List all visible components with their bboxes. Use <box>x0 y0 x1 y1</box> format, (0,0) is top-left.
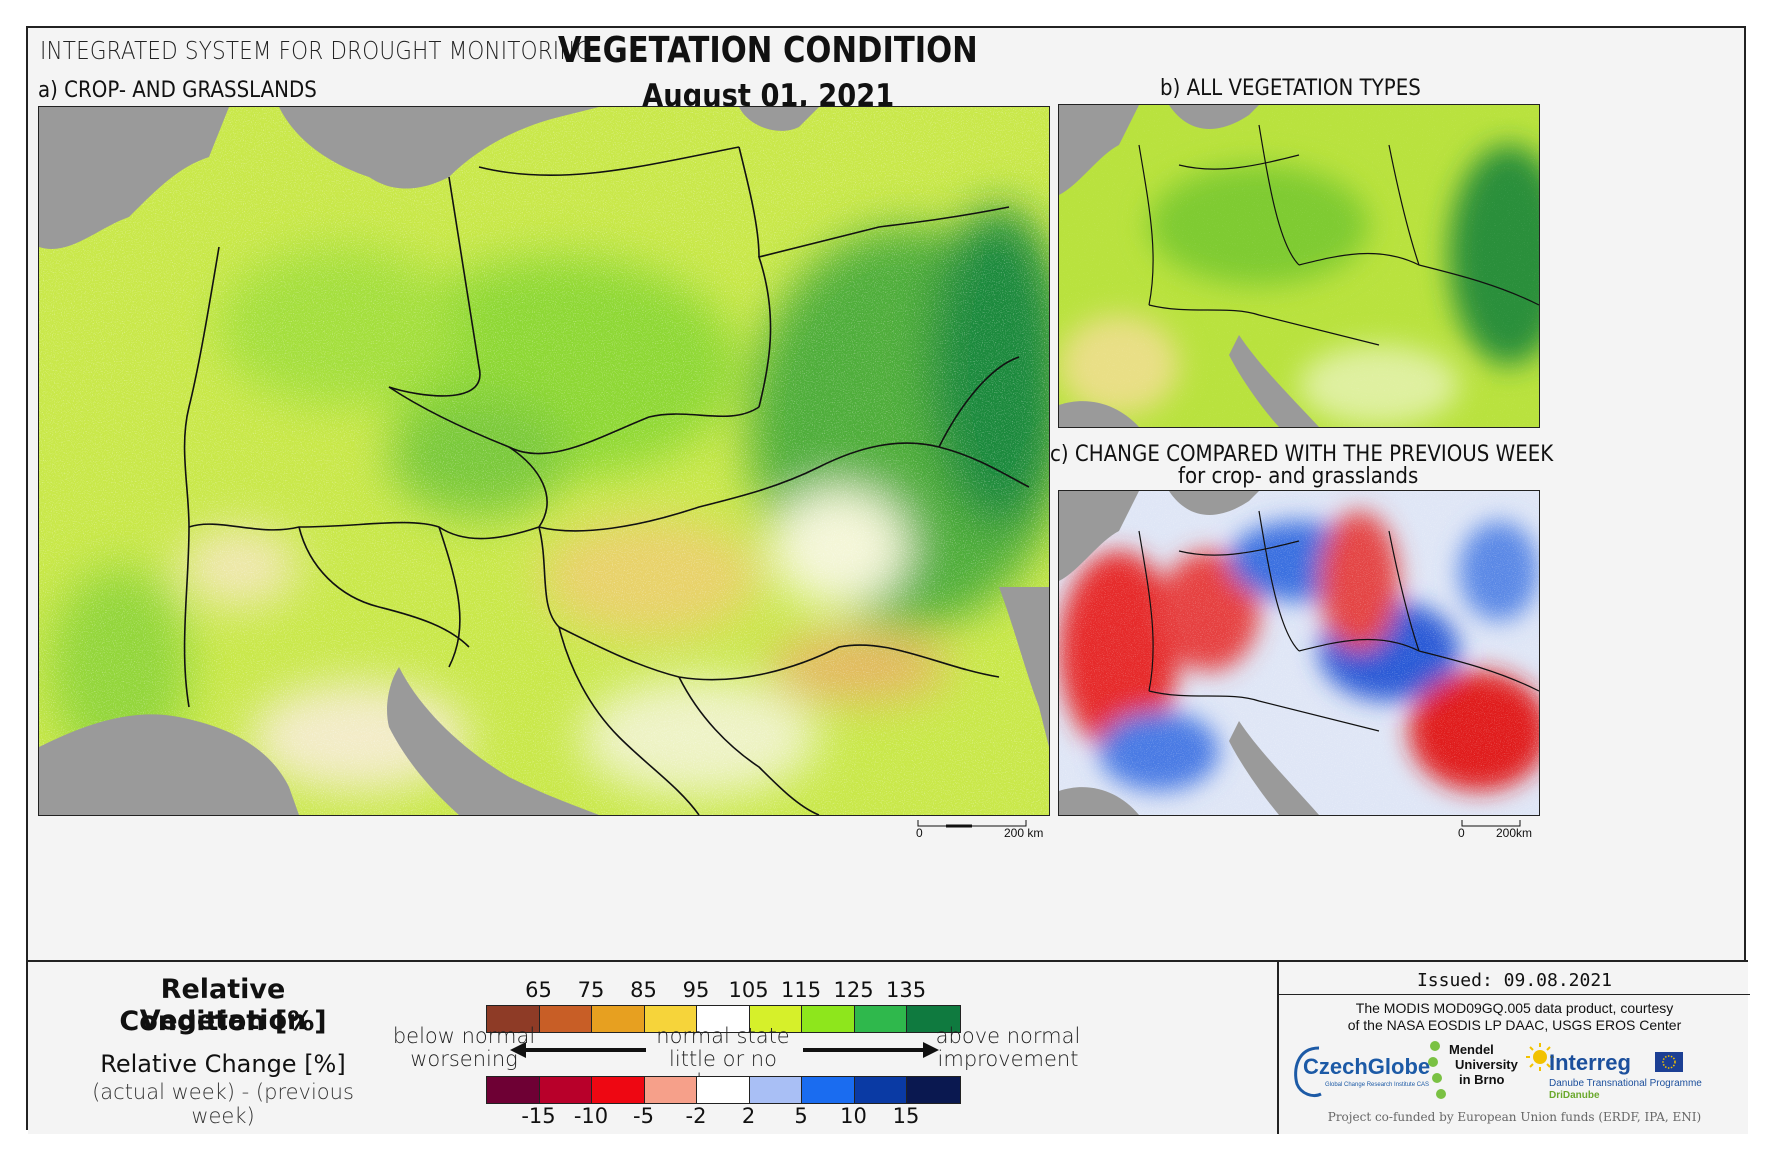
rvc-swatch <box>802 1006 855 1032</box>
map-a-svg <box>39 107 1049 815</box>
change-swatch <box>802 1077 855 1103</box>
rvc-swatch <box>487 1006 540 1032</box>
rvc-tick-label: 75 <box>577 978 605 1002</box>
change-tick-label: 15 <box>892 1104 920 1128</box>
country-borders <box>183 146 1030 815</box>
rvc-tick-label: 125 <box>833 978 874 1002</box>
mendel-line2: University <box>1455 1057 1518 1072</box>
scale-bar-c-graphic <box>1461 820 1521 827</box>
panel-c-subtitle: for crop- and grasslands <box>1178 464 1419 489</box>
below-normal-label: below normal worsening <box>392 1024 536 1071</box>
rvc-colorbar <box>486 1005 961 1033</box>
mendel-line1: Mendel <box>1449 1042 1494 1057</box>
panel-a-title: a) CROP- AND GRASSLANDS <box>38 78 317 103</box>
rvc-tick-label: 95 <box>682 978 710 1002</box>
change-tick-label: 5 <box>794 1104 808 1128</box>
change-tick-label: 10 <box>840 1104 867 1128</box>
change-swatch <box>854 1077 907 1103</box>
mendel-line3: in Brno <box>1459 1072 1505 1087</box>
rvc-title-line1: Relative Vegetation <box>139 974 307 1036</box>
right-arrow-icon <box>803 1042 939 1058</box>
scale-label-c: 200km <box>1496 826 1533 840</box>
map-weekly-change <box>1058 490 1540 816</box>
scale-bar-a-graphic <box>917 820 1027 828</box>
rvc-swatch <box>539 1006 592 1032</box>
change-swatch <box>907 1077 960 1103</box>
issued-date: Issued: 09.08.2021 <box>1416 970 1613 991</box>
change-title: Relative Change [%] <box>100 1050 346 1078</box>
figure-frame: INTEGRATED SYSTEM FOR DROUGHT MONITORING… <box>26 26 1750 1134</box>
change-swatch <box>697 1077 750 1103</box>
panel-c-title: c) CHANGE COMPARED WITH THE PREVIOUS WEE… <box>1050 442 1554 467</box>
change-tick-label: 2 <box>741 1104 756 1128</box>
scale-label-a: 200 km <box>1004 826 1044 840</box>
change-tick-label: -10 <box>573 1104 609 1128</box>
main-title: VEGETATION CONDITION <box>558 30 978 71</box>
interreg-logo-text: Interreg <box>1549 1050 1631 1075</box>
credit-line1: The MODIS MOD09GQ.005 data product, cour… <box>1355 1000 1674 1016</box>
map-b-svg <box>1059 105 1539 427</box>
above-normal-label: above normal improvement <box>935 1024 1081 1071</box>
czechglobe-logo-icon <box>1294 1046 1322 1098</box>
interreg-subtitle1: Danube Transnational Programme <box>1549 1078 1702 1089</box>
change-swatch <box>487 1077 540 1103</box>
mendel-logo-icon <box>1428 1041 1446 1099</box>
rvc-swatch <box>749 1006 802 1032</box>
czechglobe-subtitle: Global Change Research Institute CAS <box>1325 1082 1430 1088</box>
rvc-tick-label: 115 <box>781 978 822 1002</box>
change-swatch <box>592 1077 645 1103</box>
change-tick-label: -15 <box>521 1104 556 1128</box>
rvc-tick-label: 135 <box>886 978 927 1002</box>
rvc-tick-label: 85 <box>630 978 657 1002</box>
legend-area: Relative Vegetation Condition [%] Relati… <box>28 960 1750 1134</box>
czechglobe-logo-text: CzechGlobe <box>1303 1054 1431 1079</box>
change-tick-label: -2 <box>685 1104 707 1128</box>
change-swatch <box>539 1077 592 1103</box>
interreg-subtitle2: DriDanube <box>1549 1090 1600 1101</box>
map-all-vegetation <box>1058 104 1540 428</box>
change-tick-label: -5 <box>633 1104 654 1128</box>
rvc-tick-label: 65 <box>525 978 552 1002</box>
change-subtitle: (actual week) - (previous week) <box>92 1080 354 1128</box>
system-title: INTEGRATED SYSTEM FOR DROUGHT MONITORING <box>40 36 593 65</box>
speckle-noise <box>39 107 1049 815</box>
change-colorbar <box>486 1076 961 1104</box>
map-c-svg <box>1059 491 1539 815</box>
scale-zero-c: 0 <box>1458 826 1465 840</box>
black-sea <box>999 587 1049 747</box>
rvc-swatch <box>697 1006 750 1032</box>
interreg-sun-icon <box>1526 1043 1554 1071</box>
scale-zero-a: 0 <box>916 826 923 840</box>
mediterranean-sea <box>39 714 299 815</box>
adriatic-sea <box>387 667 599 815</box>
map-crop-grasslands <box>38 106 1050 816</box>
panel-b-title: b) ALL VEGETATION TYPES <box>1160 76 1421 101</box>
rvc-swatch <box>592 1006 645 1032</box>
rvc-title-line2: Condition [%] <box>119 1006 327 1037</box>
baltic-sea-east <box>739 107 819 131</box>
baltic-sea <box>279 107 599 189</box>
north-sea <box>39 107 229 250</box>
left-arrow-icon <box>510 1042 646 1058</box>
rvc-swatch <box>644 1006 697 1032</box>
rvc-swatch <box>854 1006 907 1032</box>
credit-line2: of the NASA EOSDIS LP DAAC, USGS EROS Ce… <box>1347 1017 1682 1033</box>
change-swatch <box>749 1077 802 1103</box>
info-box: Issued: 09.08.2021 The MODIS MOD09GQ.005… <box>1277 962 1750 1134</box>
rvc-tick-label: 105 <box>728 978 769 1002</box>
rvc-swatch <box>907 1006 960 1032</box>
funding-note: Project co-funded by European Union fund… <box>1327 1110 1702 1124</box>
change-swatch <box>644 1077 697 1103</box>
eu-flag-icon <box>1655 1052 1683 1072</box>
